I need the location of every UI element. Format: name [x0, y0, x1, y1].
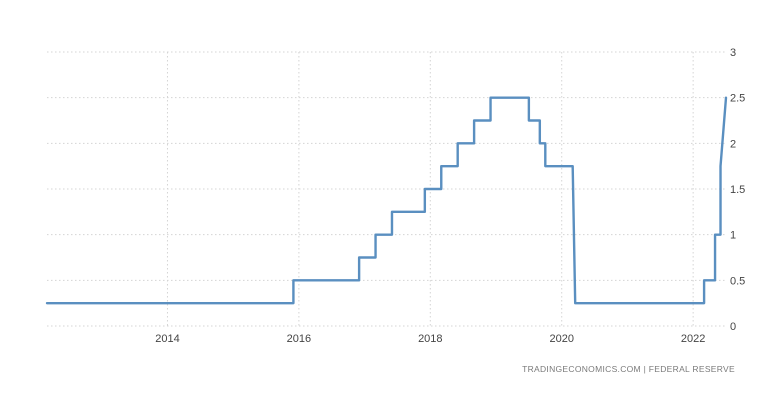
x-tick-label: 2018 — [418, 333, 442, 345]
source-credit: TRADINGECONOMICS.COM | FEDERAL RESERVE — [522, 364, 735, 374]
x-tick-label: 2020 — [549, 333, 573, 345]
y-tick-label: 3 — [730, 47, 736, 59]
y-tick-label: 2.5 — [730, 93, 745, 105]
y-axis: 0 0.5 1 1.5 2 2.5 3 — [730, 47, 745, 333]
y-tick-label: 2 — [730, 138, 736, 150]
x-tick-label: 2016 — [287, 333, 311, 345]
x-tick-label: 2022 — [681, 333, 705, 345]
x-tick-label: 2014 — [155, 333, 179, 345]
series-layer — [45, 96, 728, 305]
x-axis: 2014 2016 2018 2020 2022 — [155, 333, 705, 345]
series-line — [45, 96, 728, 305]
y-tick-label: 0.5 — [730, 275, 745, 287]
y-tick-label: 1 — [730, 230, 736, 242]
y-tick-label: 0 — [730, 321, 736, 333]
y-tick-label: 1.5 — [730, 184, 745, 196]
grid-lines — [47, 51, 726, 327]
